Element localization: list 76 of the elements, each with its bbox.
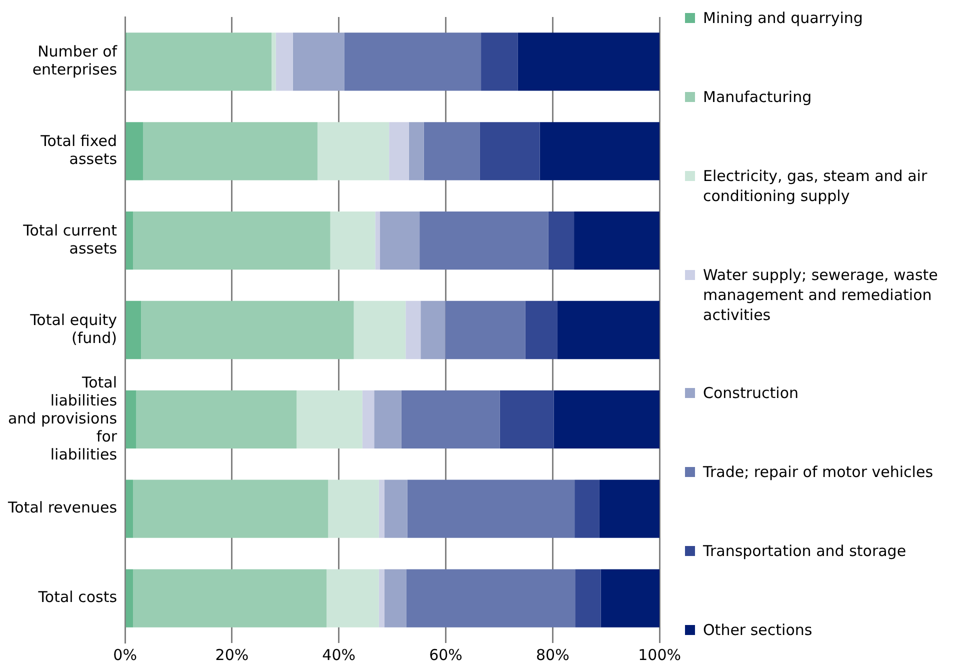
y-tick-label: Total equity (fund) [29, 310, 118, 347]
bar [126, 32, 272, 91]
bar [500, 390, 554, 448]
bar [354, 300, 406, 360]
bar [141, 300, 354, 360]
bar [420, 300, 446, 360]
bar [126, 480, 134, 538]
x-tick-label: 40% [322, 646, 356, 664]
bar [375, 212, 380, 270]
y-tick-label: Total liabilities and provisions for liabilities [8, 373, 118, 464]
bar [574, 212, 660, 270]
bar [599, 480, 660, 538]
bar [296, 390, 362, 448]
bar [126, 300, 142, 360]
y-tick-label: Total revenues [7, 498, 118, 517]
bar [557, 300, 660, 360]
bar [133, 569, 327, 628]
legend-label: Manufacturing [703, 86, 812, 107]
y-tick-label: Total current assets [22, 221, 118, 258]
bar [389, 122, 409, 180]
bar [384, 480, 408, 538]
bar [424, 122, 480, 180]
bar [380, 212, 420, 270]
bar [133, 480, 328, 538]
x-tick-label: 80% [536, 646, 570, 664]
bar [407, 480, 575, 538]
bar [126, 212, 134, 270]
x-tick-label: 0% [113, 646, 137, 664]
x-tick-label: 100% [638, 646, 682, 664]
bar [406, 569, 576, 628]
bar [126, 390, 136, 448]
bar [554, 390, 660, 448]
x-tick-label: 60% [429, 646, 462, 664]
bar [344, 32, 482, 91]
bar [126, 122, 144, 180]
legend-label: Water supply; sewerage, waste management and remediation activities [703, 264, 939, 325]
legend-label: Construction [703, 383, 799, 404]
legend-label: Mining and quarrying [703, 8, 863, 28]
bar [378, 480, 384, 538]
bar [292, 32, 344, 91]
legend-label: Electricity, gas, steam and air conditioning supply [703, 166, 928, 206]
legend-label: Trade; repair of motor vehicles [703, 462, 934, 482]
y-tick-label: Number of enterprises [32, 42, 118, 79]
legend-label: Other sections [703, 620, 812, 640]
y-tick-label: Total costs [37, 588, 118, 606]
bar [481, 32, 518, 91]
bar [548, 212, 574, 270]
bar [272, 32, 276, 91]
bar [362, 390, 374, 448]
legend-label: Transportation and storage [703, 541, 906, 562]
bar [133, 212, 330, 270]
bar [384, 569, 406, 628]
bar [574, 480, 600, 538]
bar [445, 300, 526, 360]
y-tick-label: Total fixed assets [40, 132, 118, 168]
bar [330, 212, 376, 270]
bar [525, 300, 558, 360]
bar [406, 300, 421, 360]
bar [143, 122, 318, 180]
bar [374, 390, 402, 448]
x-tick-label: 20% [215, 646, 249, 664]
bar [276, 32, 293, 91]
bar [408, 122, 424, 180]
bar [540, 122, 660, 180]
bar [401, 390, 500, 448]
bar [575, 569, 601, 628]
bar [126, 569, 134, 628]
bar [317, 122, 390, 180]
bar [600, 569, 660, 628]
bar [480, 122, 540, 180]
bar [136, 390, 297, 448]
bar [518, 32, 660, 91]
bar [378, 569, 384, 628]
bar [326, 569, 379, 628]
bar [328, 480, 379, 538]
bar [420, 212, 548, 270]
